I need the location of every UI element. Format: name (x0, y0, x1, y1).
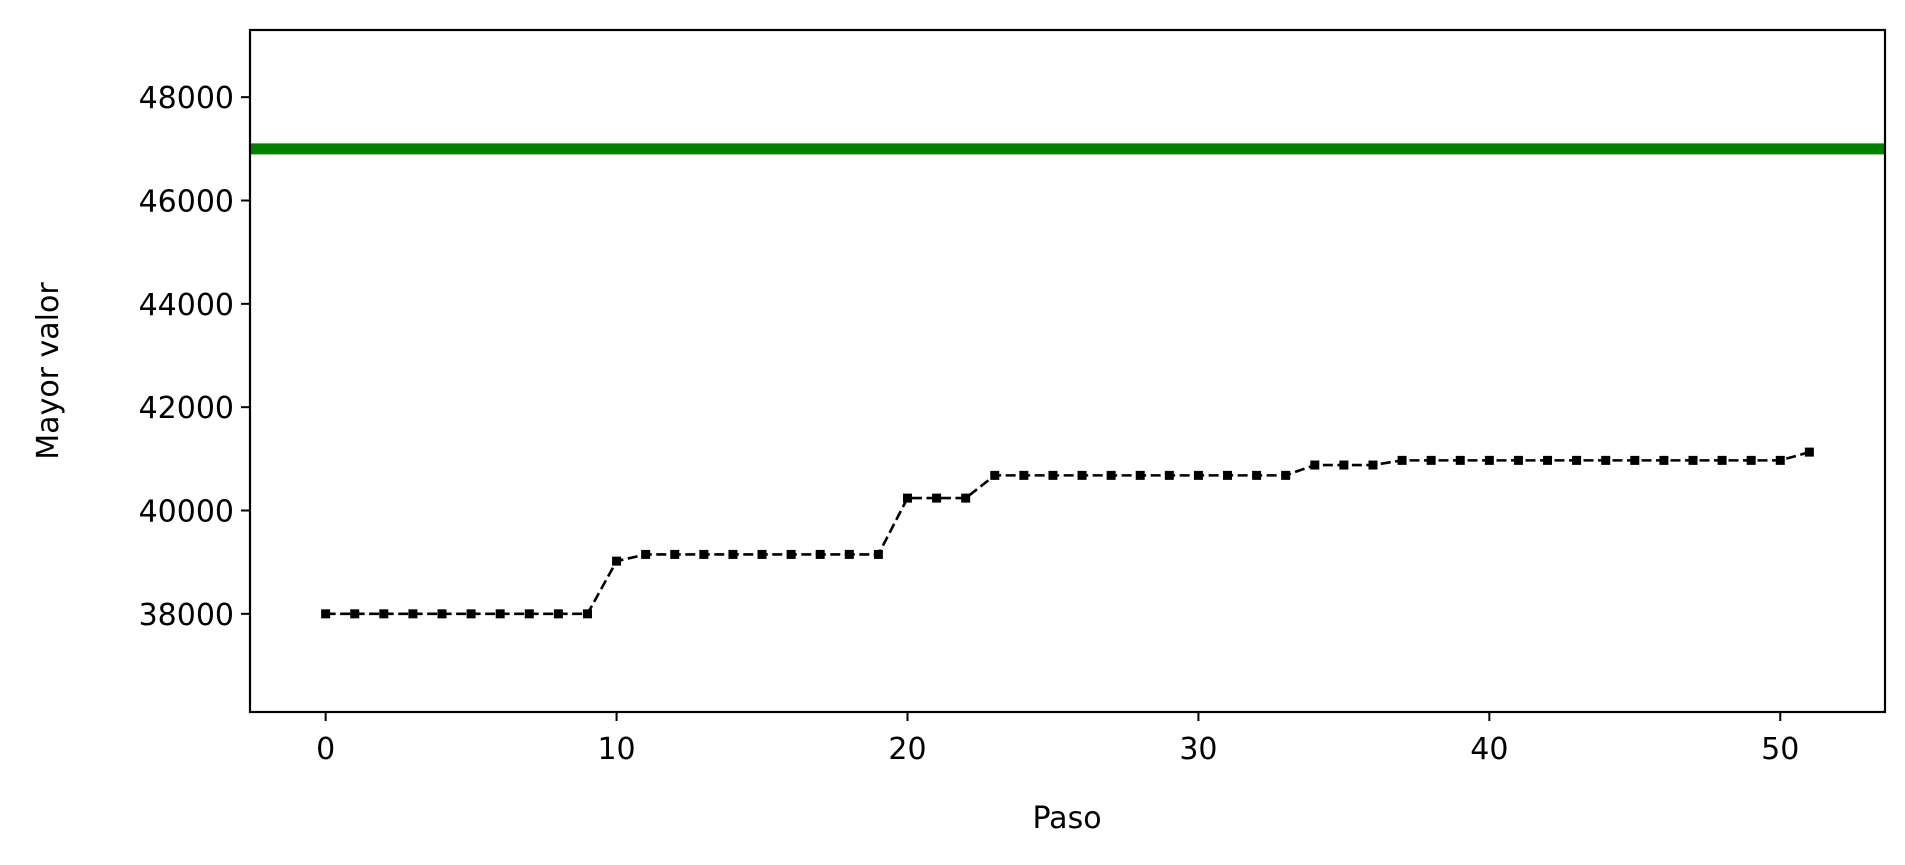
x-tick-label: 30 (1179, 732, 1217, 767)
data-point (1455, 455, 1465, 465)
data-point (990, 470, 1000, 480)
plot-frame (248, 28, 1887, 714)
data-point (1397, 455, 1407, 465)
data-point (1223, 470, 1233, 480)
data-point (1368, 460, 1378, 470)
x-axis-label: Paso (1032, 801, 1101, 836)
y-tick-label: 44000 (139, 288, 234, 323)
data-point (1193, 470, 1203, 480)
data-point (1484, 455, 1494, 465)
data-point (1804, 447, 1814, 457)
y-axis-label: Mayor valor (31, 282, 66, 460)
data-point (757, 549, 767, 559)
data-point (1688, 455, 1698, 465)
data-point (553, 609, 563, 619)
y-tick-label: 40000 (139, 495, 234, 530)
x-tick-label: 0 (316, 732, 335, 767)
data-point (1135, 470, 1145, 480)
data-point (1601, 455, 1611, 465)
data-point (932, 493, 942, 503)
data-point (1019, 470, 1029, 480)
plot-area (250, 143, 1885, 619)
data-point (902, 493, 912, 503)
data-point (699, 549, 709, 559)
data-point (350, 609, 360, 619)
data-point (1630, 455, 1640, 465)
data-point (1543, 455, 1553, 465)
data-point (1252, 470, 1262, 480)
data-point (466, 609, 476, 619)
axis-ticks: 0 10 20 30 40 50 38000 40000 42000 44000 46000 4800… (139, 81, 1800, 767)
y-tick-label: 42000 (139, 391, 234, 426)
data-point (1746, 455, 1756, 465)
series-line (325, 450, 1810, 616)
data-point (379, 609, 389, 619)
data-point (408, 609, 418, 619)
data-point (1717, 455, 1727, 465)
data-point (670, 549, 680, 559)
data-point (1513, 455, 1523, 465)
data-point (612, 556, 622, 566)
data-point (728, 549, 738, 559)
data-point (873, 549, 883, 559)
data-point (1106, 470, 1116, 480)
data-point (1281, 470, 1291, 480)
data-point (786, 549, 796, 559)
y-tick-label: 48000 (139, 81, 234, 116)
x-tick-label: 50 (1761, 732, 1799, 767)
data-point (1775, 455, 1785, 465)
data-point (495, 609, 505, 619)
y-tick-label: 46000 (139, 185, 234, 220)
data-point (1572, 455, 1582, 465)
data-point (1339, 460, 1349, 470)
y-tick-label: 38000 (139, 598, 234, 633)
x-tick-label: 20 (888, 732, 926, 767)
data-point (1164, 470, 1174, 480)
data-point (961, 493, 971, 503)
x-tick-label: 10 (597, 732, 635, 767)
data-point (1426, 455, 1436, 465)
data-point (815, 549, 825, 559)
data-point (1310, 460, 1320, 470)
data-point (321, 609, 331, 619)
x-tick-label: 40 (1470, 732, 1508, 767)
data-point (844, 549, 854, 559)
data-point (437, 609, 447, 619)
data-point (1659, 455, 1669, 465)
data-point (641, 549, 651, 559)
data-point (1077, 470, 1087, 480)
data-point (1048, 470, 1058, 480)
data-point (524, 609, 534, 619)
data-point (582, 609, 592, 619)
